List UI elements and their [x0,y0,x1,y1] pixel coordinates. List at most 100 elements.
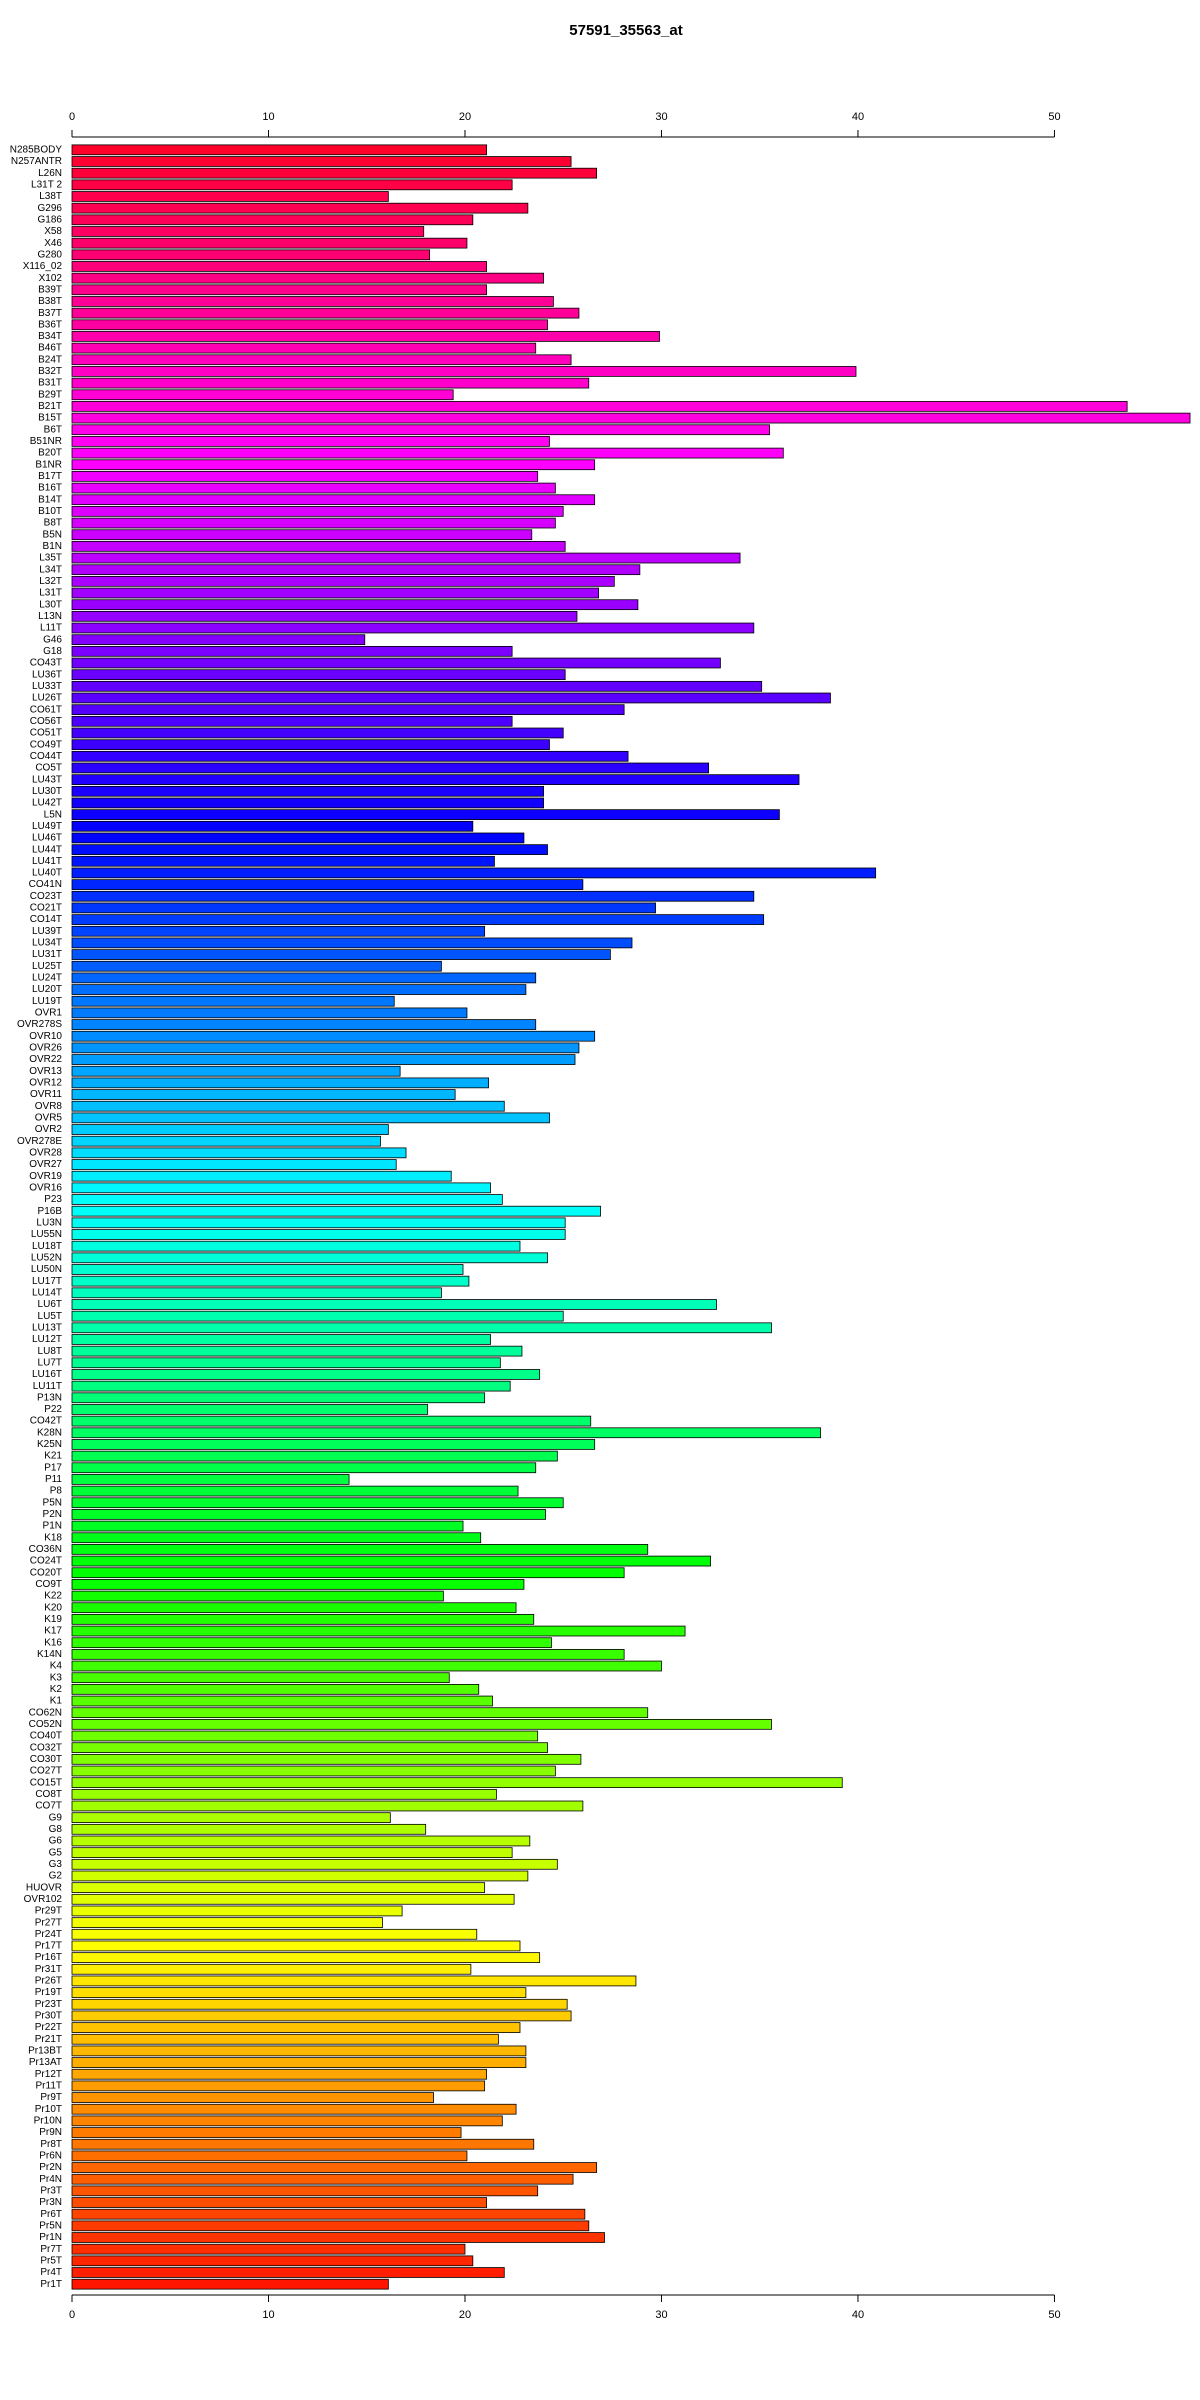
bar [71,1217,566,1229]
category-label: B21T [38,401,62,412]
bar [71,1788,497,1800]
bar [71,319,548,331]
bar [71,1590,444,1602]
bar [71,1718,772,1730]
bar [71,1182,491,1194]
bar [71,342,537,354]
category-label: B1N [43,541,62,552]
bar [71,960,442,972]
bar [71,2138,535,2150]
bar [71,1730,539,1742]
x-tick-label: 10 [262,2309,274,2321]
bar [71,401,1128,412]
bar [71,949,611,960]
category-label: CO49T [30,739,62,750]
category-label: G46 [43,634,62,645]
category-label: Pr31T [35,1964,62,1975]
category-label: K14N [37,1649,62,1660]
category-label: Pr6N [39,2151,62,2162]
category-label: Pr13AT [29,2057,62,2068]
bar [71,1170,452,1182]
bar [71,820,474,832]
bar [71,2232,605,2243]
bar [71,1660,662,1672]
bar [71,2057,527,2068]
bar [71,844,548,855]
category-label: B17T [38,471,62,482]
bar [71,1614,535,1625]
category-label: G8 [49,1824,63,1835]
bar [71,1683,480,1695]
category-label: OVR13 [29,1066,62,1077]
category-label: OVR278S [17,1019,62,1030]
bar [71,2162,598,2173]
category-label: B36T [38,319,62,330]
category-label: Pr30T [35,2011,62,2022]
category-label: G296 [38,203,63,214]
bar [71,1112,550,1124]
bar [71,1520,464,1532]
category-label: P11 [45,1474,62,1485]
category-label: B15T [38,413,62,424]
bar [71,2197,487,2208]
bar [71,214,474,226]
category-label: B1NR [35,459,62,470]
bar [71,2173,574,2185]
category-label: LU19T [32,996,62,1007]
category-label: K4 [50,1661,63,1672]
category-label: CO21T [30,903,62,914]
category-label: L38T [39,191,62,202]
category-label: LU20T [32,984,62,995]
category-label: LU5T [38,1311,62,1322]
category-label: K28N [37,1427,62,1438]
bar [71,1579,525,1590]
category-label: N285BODY [10,144,63,155]
category-label: B24T [38,354,62,365]
bar [71,750,629,762]
category-label: Pr1T [40,2279,62,2290]
category-label: OVR22 [29,1054,62,1065]
bar [71,1835,531,1847]
bar [71,1777,843,1789]
category-label: L11T [40,623,62,634]
category-label: OVR19 [29,1171,62,1182]
bar [71,1823,427,1835]
category-label: LU40T [32,868,62,879]
category-label: K25N [37,1439,62,1450]
category-label: CO23T [30,891,62,902]
bar [71,1007,468,1019]
category-label: X102 [39,273,63,284]
bar [71,576,615,587]
category-label: P1N [43,1521,62,1532]
category-label: Pr10T [35,2104,62,2115]
bar [71,1194,503,1205]
category-label: G9 [49,1812,63,1823]
bar [71,610,578,622]
category-label: Pr22T [35,2022,62,2033]
bar [71,202,529,214]
category-label: G2 [49,1871,63,1882]
bar [71,1952,541,1963]
category-label: OVR5 [35,1113,63,1124]
category-label: CO56T [30,716,62,727]
bar [71,1124,389,1135]
bar [71,261,487,272]
category-label: N257ANTR [11,156,62,167]
bar [71,1567,625,1579]
category-label: CO42T [30,1416,62,1427]
bar [71,1532,482,1544]
category-label: OVR2 [35,1124,63,1135]
category-label: CO32T [30,1742,62,1753]
category-label: B29T [38,389,62,400]
bar [71,925,486,937]
bar [71,1963,472,1975]
category-label: CO14T [30,914,62,925]
category-label: OVR16 [29,1182,62,1193]
bar [71,1497,564,1509]
category-label: G186 [38,214,63,225]
bar [71,1439,596,1450]
x-tick-label: 0 [69,111,75,123]
category-label: CO36N [29,1544,62,1555]
category-label: X46 [44,238,62,249]
category-label: Pr7T [40,2244,62,2255]
